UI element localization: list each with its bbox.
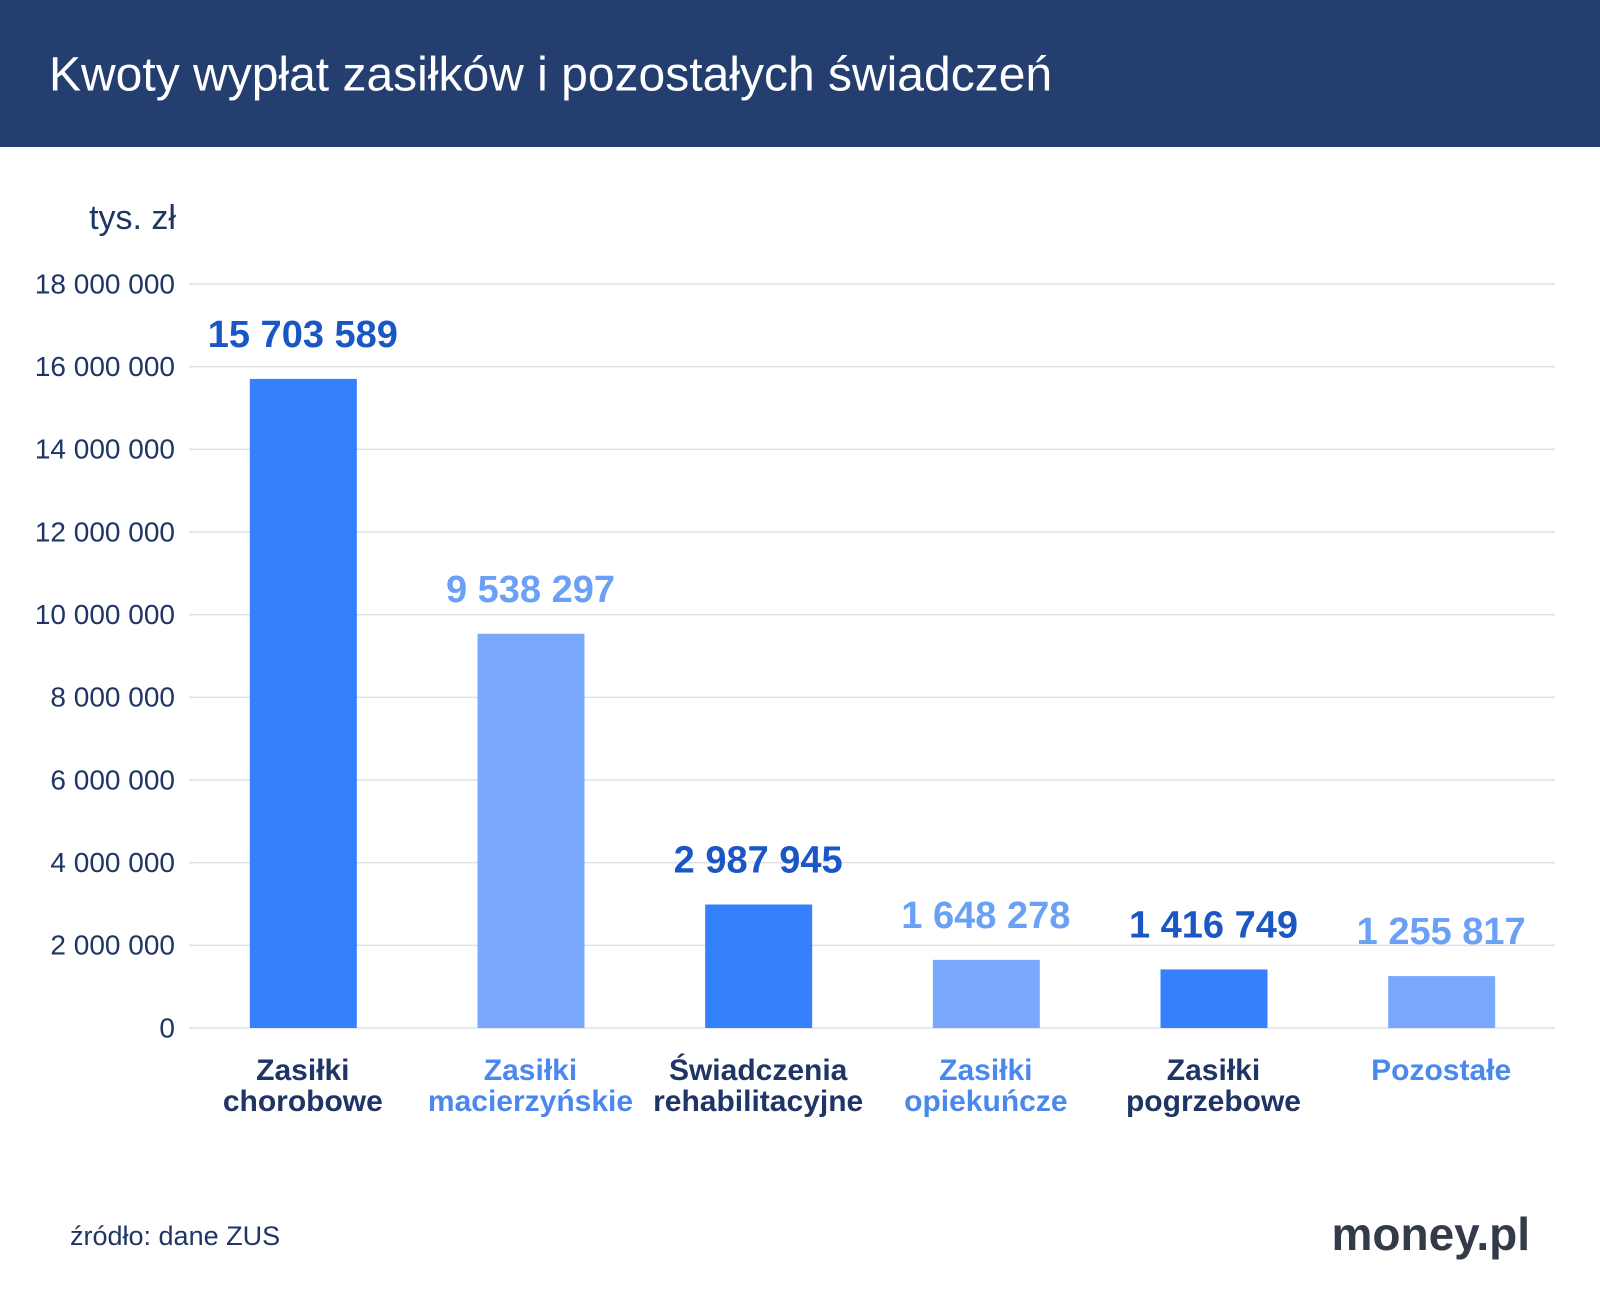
x-tick-label: Pozostałe: [1371, 1054, 1511, 1087]
bar: [249, 378, 357, 1028]
x-tick-label: Zasiłki opiekuńcze: [904, 1054, 1067, 1118]
x-tick-label-line: rehabilitacyjne: [653, 1085, 863, 1118]
y-tick-label: 12 000 000: [35, 516, 175, 547]
x-tick-label-line: macierzyńskie: [428, 1085, 633, 1118]
bar: [1160, 969, 1268, 1028]
bar: [932, 959, 1040, 1028]
y-tick-label: 8 000 000: [50, 682, 175, 713]
x-tick-label-line: Zasiłki: [484, 1054, 577, 1087]
y-tick-label: 18 000 000: [35, 268, 175, 299]
header: [0, 0, 1600, 147]
y-tick-label: 0: [159, 1012, 175, 1043]
y-tick-label: 14 000 000: [35, 434, 175, 465]
x-tick-label-line: chorobowe: [223, 1085, 383, 1118]
value-label: 1 416 749: [1129, 904, 1298, 946]
x-tick-label-line: Świadczenia: [669, 1053, 848, 1087]
x-tick-label: Świadczenia rehabilitacyjne: [653, 1053, 863, 1118]
value-label: 15 703 589: [208, 314, 398, 356]
x-tick-label-line: opiekuńcze: [904, 1085, 1067, 1118]
value-label: 1 648 278: [901, 895, 1070, 937]
y-tick-label: 6 000 000: [50, 764, 175, 795]
y-tick-label: 16 000 000: [35, 351, 175, 382]
x-tick-label-line: Pozostałe: [1371, 1054, 1511, 1087]
x-tick-label-line: Zasiłki: [256, 1054, 349, 1087]
x-tick-label: Zasiłki chorobowe: [223, 1054, 383, 1118]
x-tick-label-line: pogrzebowe: [1126, 1085, 1301, 1118]
logo: money.pl: [1331, 1208, 1530, 1260]
x-tick-label: Zasiłki macierzyńskie: [428, 1054, 633, 1118]
x-tick-label-line: Zasiłki: [939, 1054, 1032, 1087]
chart-title: Kwoty wypłat zasiłków i pozostałych świa…: [49, 49, 1052, 102]
source: źródło: dane ZUS: [70, 1221, 280, 1251]
bar: [705, 904, 813, 1028]
x-tick-label: Zasiłki pogrzebowe: [1126, 1054, 1301, 1118]
y-tick-label: 4 000 000: [50, 847, 175, 878]
value-label: 2 987 945: [674, 840, 843, 882]
y-axis-label: tys. zł: [89, 199, 176, 237]
bar: [477, 633, 585, 1028]
y-tick-label: 10 000 000: [35, 599, 175, 630]
value-label: 1 255 817: [1357, 911, 1526, 953]
bar: [1388, 976, 1496, 1028]
value-label: 9 538 297: [446, 569, 615, 611]
y-tick-label: 2 000 000: [50, 930, 175, 961]
x-tick-label-line: Zasiłki: [1167, 1054, 1260, 1087]
